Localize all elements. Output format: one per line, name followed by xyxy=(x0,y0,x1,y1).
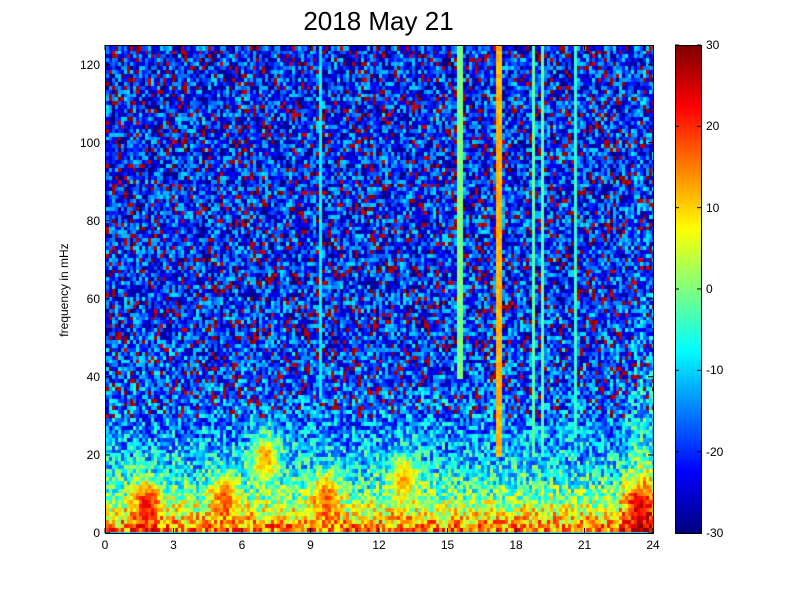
colorbar-tick-label: 0 xyxy=(706,282,713,296)
x-tick-label: 18 xyxy=(509,538,523,552)
x-tick-label: 0 xyxy=(101,538,109,552)
x-tick-label: 12 xyxy=(372,538,386,552)
x-tick-label: 15 xyxy=(440,538,455,552)
chart-title: 2018 May 21 xyxy=(303,6,454,36)
y-tick-label: 80 xyxy=(86,213,100,228)
y-tick-label: 60 xyxy=(86,291,100,306)
x-tick-label: 9 xyxy=(307,538,314,552)
colorbar-tick-label: 20 xyxy=(706,119,720,134)
spectrogram-heatmap xyxy=(106,46,653,533)
colorbar xyxy=(675,45,702,534)
y-tick-label: 100 xyxy=(79,135,100,150)
colorbar-tick-label: -20 xyxy=(706,444,724,459)
colorbar-tick-label: -30 xyxy=(706,526,724,540)
y-tick-label: 40 xyxy=(86,369,100,384)
y-axis-label: frequency in mHz xyxy=(57,243,71,337)
y-tick-label: 120 xyxy=(79,57,100,72)
spectrogram-plot-area xyxy=(105,45,654,534)
colorbar-tick-label: 10 xyxy=(706,200,720,215)
colorbar-tick-label: -10 xyxy=(706,363,724,378)
x-tick-label: 3 xyxy=(170,538,177,552)
colorbar-tick-label: 30 xyxy=(706,38,720,52)
y-tick-label: 20 xyxy=(86,447,100,462)
x-tick-label: 6 xyxy=(238,538,246,552)
x-tick-label: 21 xyxy=(577,538,592,552)
y-tick-label: 0 xyxy=(93,526,100,540)
colorbar-gradient xyxy=(676,46,701,533)
x-tick-label: 24 xyxy=(646,538,660,552)
